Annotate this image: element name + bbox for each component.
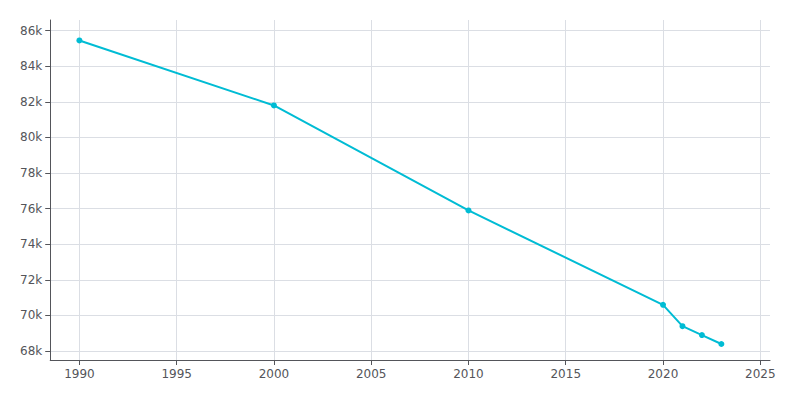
svg-text:2015: 2015 [550, 367, 581, 381]
svg-text:1995: 1995 [161, 367, 192, 381]
svg-text:70k: 70k [20, 308, 42, 322]
svg-text:2010: 2010 [453, 367, 484, 381]
svg-text:80k: 80k [20, 130, 42, 144]
svg-text:82k: 82k [20, 95, 42, 109]
svg-text:72k: 72k [20, 273, 42, 287]
svg-text:78k: 78k [20, 166, 42, 180]
svg-text:2020: 2020 [648, 367, 679, 381]
svg-text:2000: 2000 [259, 367, 290, 381]
svg-text:2005: 2005 [356, 367, 387, 381]
svg-text:68k: 68k [20, 344, 42, 358]
svg-text:2025: 2025 [745, 367, 776, 381]
svg-text:76k: 76k [20, 202, 42, 216]
svg-text:74k: 74k [20, 237, 42, 251]
svg-text:84k: 84k [20, 59, 42, 73]
svg-text:1990: 1990 [64, 367, 95, 381]
svg-text:86k: 86k [20, 24, 42, 38]
